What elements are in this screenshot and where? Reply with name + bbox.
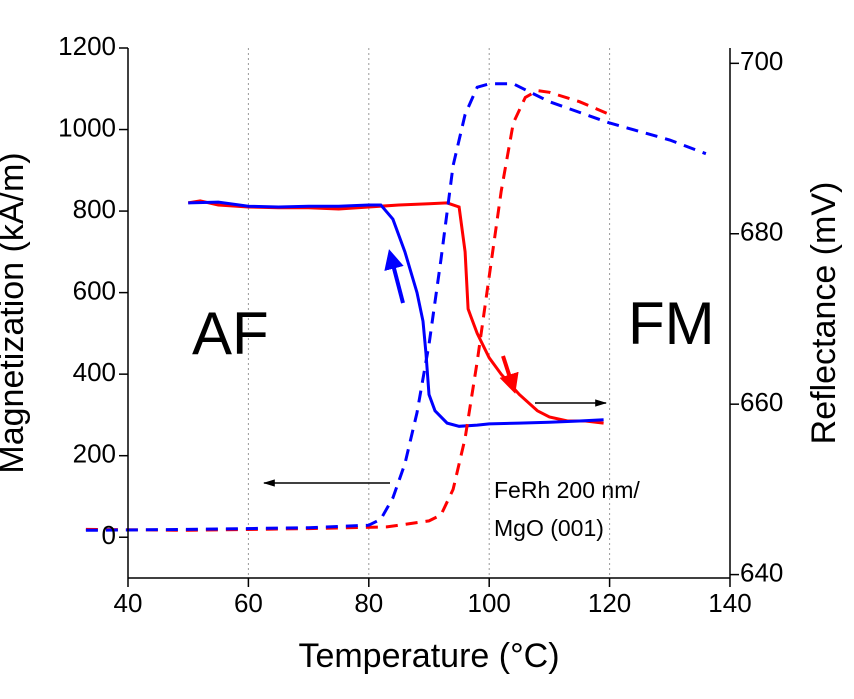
annotation: FM — [628, 290, 715, 357]
y-tick-label: 400 — [73, 357, 116, 387]
arrow — [499, 355, 519, 394]
x-axis-label: Temperature (°C) — [298, 637, 559, 675]
y-axis-label: Magnetization (kA/m) — [0, 152, 31, 473]
annotation: FeRh 200 nm/ — [494, 477, 640, 503]
y-tick-label: 600 — [73, 275, 116, 305]
annotation: AF — [192, 300, 269, 367]
y-tick-label: 1000 — [58, 112, 116, 142]
x-tick-label: 60 — [234, 588, 263, 618]
data-line — [85, 82, 707, 532]
y2-axis-label: Reflectance (mV) — [805, 182, 843, 445]
y-tick-label: 800 — [73, 194, 116, 224]
y2-tick-label: 640 — [740, 557, 783, 587]
data-line — [188, 200, 604, 428]
arrow — [384, 249, 405, 304]
y-tick-label: 1200 — [58, 31, 116, 61]
y2-tick-label: 680 — [740, 217, 783, 247]
x-tick-label: 120 — [588, 588, 631, 618]
y-tick-label: 0 — [102, 520, 116, 550]
annotation: MgO (001) — [494, 515, 604, 541]
x-tick-label: 140 — [708, 588, 751, 618]
x-tick-label: 80 — [354, 588, 383, 618]
x-tick-label: 100 — [468, 588, 511, 618]
y2-tick-label: 700 — [740, 46, 783, 76]
y2-tick-label: 660 — [740, 387, 783, 417]
y-tick-label: 200 — [73, 439, 116, 469]
x-tick-label: 40 — [114, 588, 143, 618]
data-line — [85, 89, 611, 532]
